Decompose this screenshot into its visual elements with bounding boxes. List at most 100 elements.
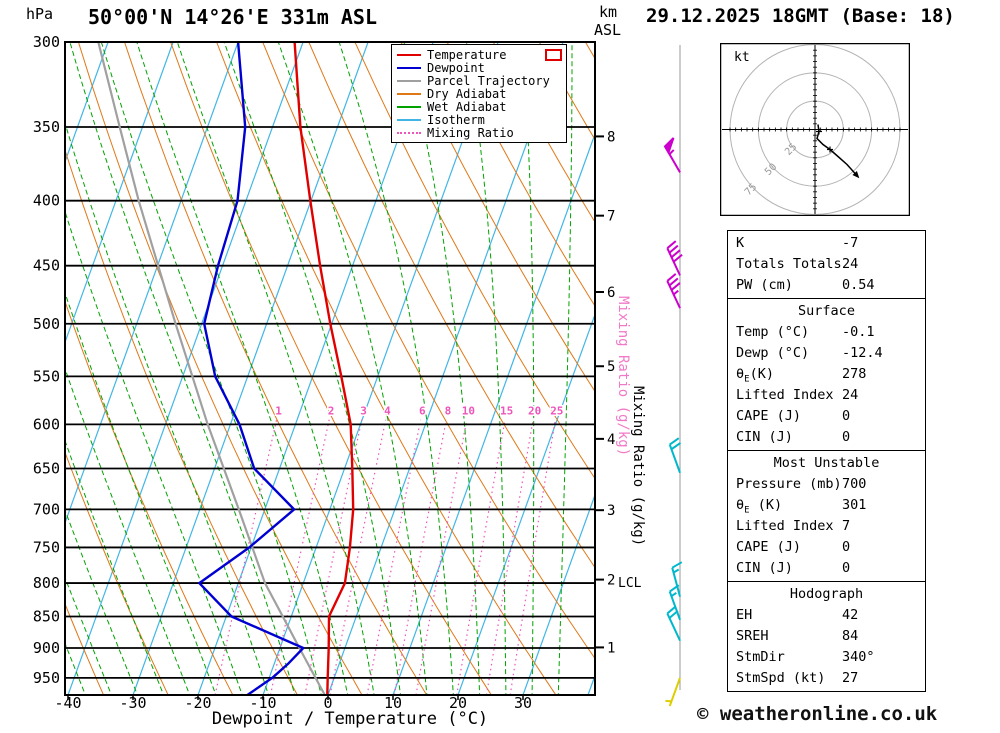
legend-label: Wet Adiabat <box>427 100 507 115</box>
stat-label: θE(K) <box>736 366 774 385</box>
stat-value: 301 <box>842 497 867 513</box>
stat-value: 0 <box>842 429 851 445</box>
svg-text:6: 6 <box>607 285 615 301</box>
svg-text:-30: -30 <box>119 694 146 712</box>
stats-box-title: Surface <box>798 303 855 319</box>
legend-item: Temperature <box>397 48 562 62</box>
legend-swatch-temperature <box>397 54 421 57</box>
svg-text:500: 500 <box>33 315 60 333</box>
stat-row: CIN (J) 0 <box>728 558 925 579</box>
stat-row: Pressure (mb) 700 <box>728 474 925 495</box>
legend-swatch-wet-adiabat <box>397 106 421 108</box>
legend-label: Dewpoint <box>427 61 485 76</box>
stats-box-most-unstable: Most Unstable Pressure (mb) 700 θE (K) 301 Li… <box>727 450 926 582</box>
stat-value: 27 <box>842 670 859 686</box>
stat-value: 340° <box>842 649 875 665</box>
svg-text:1: 1 <box>275 404 282 417</box>
stat-label: CAPE (J) <box>736 408 802 424</box>
svg-text:20: 20 <box>449 694 467 712</box>
stat-value: -7 <box>842 235 859 251</box>
legend-swatch-isotherm <box>397 118 421 121</box>
svg-text:300: 300 <box>33 33 60 51</box>
stats-panel: K -7 Totals Totals 24 PW (cm) 0.54 Surface Temp… <box>727 230 926 692</box>
legend-label: Isotherm <box>427 112 485 127</box>
stat-label: Pressure (mb) <box>736 476 842 492</box>
stat-row: EH 42 <box>728 605 925 626</box>
legend-label: Mixing Ratio <box>427 125 514 140</box>
stat-label: CIN (J) <box>736 429 793 445</box>
stat-value: 0 <box>842 408 851 424</box>
stat-value: 42 <box>842 607 859 623</box>
stat-label: Lifted Index <box>736 518 834 534</box>
svg-text:8: 8 <box>607 129 615 145</box>
stat-value: 24 <box>842 256 859 272</box>
stat-label: StmSpd (kt) <box>736 670 826 686</box>
svg-text:3: 3 <box>607 503 615 519</box>
stat-label: CAPE (J) <box>736 539 802 555</box>
svg-text:8: 8 <box>445 404 452 417</box>
stat-value: -12.4 <box>842 345 883 361</box>
stat-row: CAPE (J) 0 <box>728 406 925 427</box>
stat-label: EH <box>736 607 753 623</box>
legend-marker-box <box>545 49 562 61</box>
stat-value: 84 <box>842 628 859 644</box>
stat-value: 0 <box>842 539 851 555</box>
stat-row: K -7 <box>728 233 925 254</box>
svg-text:850: 850 <box>33 607 60 625</box>
stat-row: StmDir 340° <box>728 647 925 668</box>
legend-item: Wet Adiabat <box>397 100 562 115</box>
stats-box-title: Hodograph <box>789 586 864 602</box>
stat-label: Lifted Index <box>736 387 834 403</box>
svg-text:30: 30 <box>514 694 532 712</box>
station-title: 50°00'N 14°26'E 331m ASL <box>88 5 377 29</box>
svg-text:LCL: LCL <box>618 576 642 591</box>
stat-value: 24 <box>842 387 859 403</box>
svg-text:10: 10 <box>384 694 402 712</box>
x-axis-label: Dewpoint / Temperature (°C) <box>211 709 489 729</box>
stat-value: 278 <box>842 366 867 382</box>
svg-text:25: 25 <box>550 404 563 417</box>
svg-text:5: 5 <box>607 359 615 375</box>
legend-label: Parcel Trajectory <box>427 74 550 89</box>
svg-text:4: 4 <box>607 432 615 448</box>
stats-box: K -7 Totals Totals 24 PW (cm) 0.54 <box>727 230 926 299</box>
svg-text:20: 20 <box>528 404 541 417</box>
legend-item: Parcel Trajectory <box>397 74 562 89</box>
legend-swatch-parcel-trajectory <box>397 80 421 83</box>
svg-text:-40: -40 <box>54 694 81 712</box>
legend-item: Dry Adiabat <box>397 87 562 102</box>
stat-label: SREH <box>736 628 769 644</box>
stat-label: K <box>736 235 745 251</box>
legend-item: Isotherm <box>397 112 562 127</box>
svg-text:-20: -20 <box>184 694 211 712</box>
stat-value: 7 <box>842 518 851 534</box>
svg-text:4: 4 <box>384 404 391 417</box>
stat-label: θE (K) <box>736 497 783 516</box>
svg-text:7: 7 <box>607 209 615 225</box>
stats-box-title: Most Unstable <box>773 455 880 471</box>
stat-value: -0.1 <box>842 324 875 340</box>
stat-label: PW (cm) <box>736 277 793 293</box>
legend-swatch-dewpoint <box>397 67 421 70</box>
svg-text:3: 3 <box>360 404 367 417</box>
stat-label: Dewp (°C) <box>736 345 810 361</box>
stat-row: PW (cm) 0.54 <box>728 275 925 296</box>
stat-label: Temp (°C) <box>736 324 810 340</box>
datetime-title: 29.12.2025 18GMT (Base: 18) <box>646 5 955 27</box>
svg-text:950: 950 <box>33 669 60 687</box>
legend-label: Dry Adiabat <box>427 87 507 102</box>
pressure-axis-unit: hPa <box>26 5 54 23</box>
stat-row: Lifted Index 7 <box>728 516 925 537</box>
stat-row: CIN (J) 0 <box>728 427 925 448</box>
stat-row: Dewp (°C) -12.4 <box>728 343 925 364</box>
stat-row: SREH 84 <box>728 626 925 647</box>
stat-label: CIN (J) <box>736 560 793 576</box>
stat-label: Totals Totals <box>736 256 842 272</box>
svg-text:15: 15 <box>500 404 513 417</box>
svg-text:750: 750 <box>33 538 60 556</box>
stat-value: 0 <box>842 560 851 576</box>
svg-text:550: 550 <box>33 367 60 385</box>
legend-swatch-dry-adiabat <box>397 93 421 96</box>
svg-text:kt: kt <box>734 50 750 65</box>
